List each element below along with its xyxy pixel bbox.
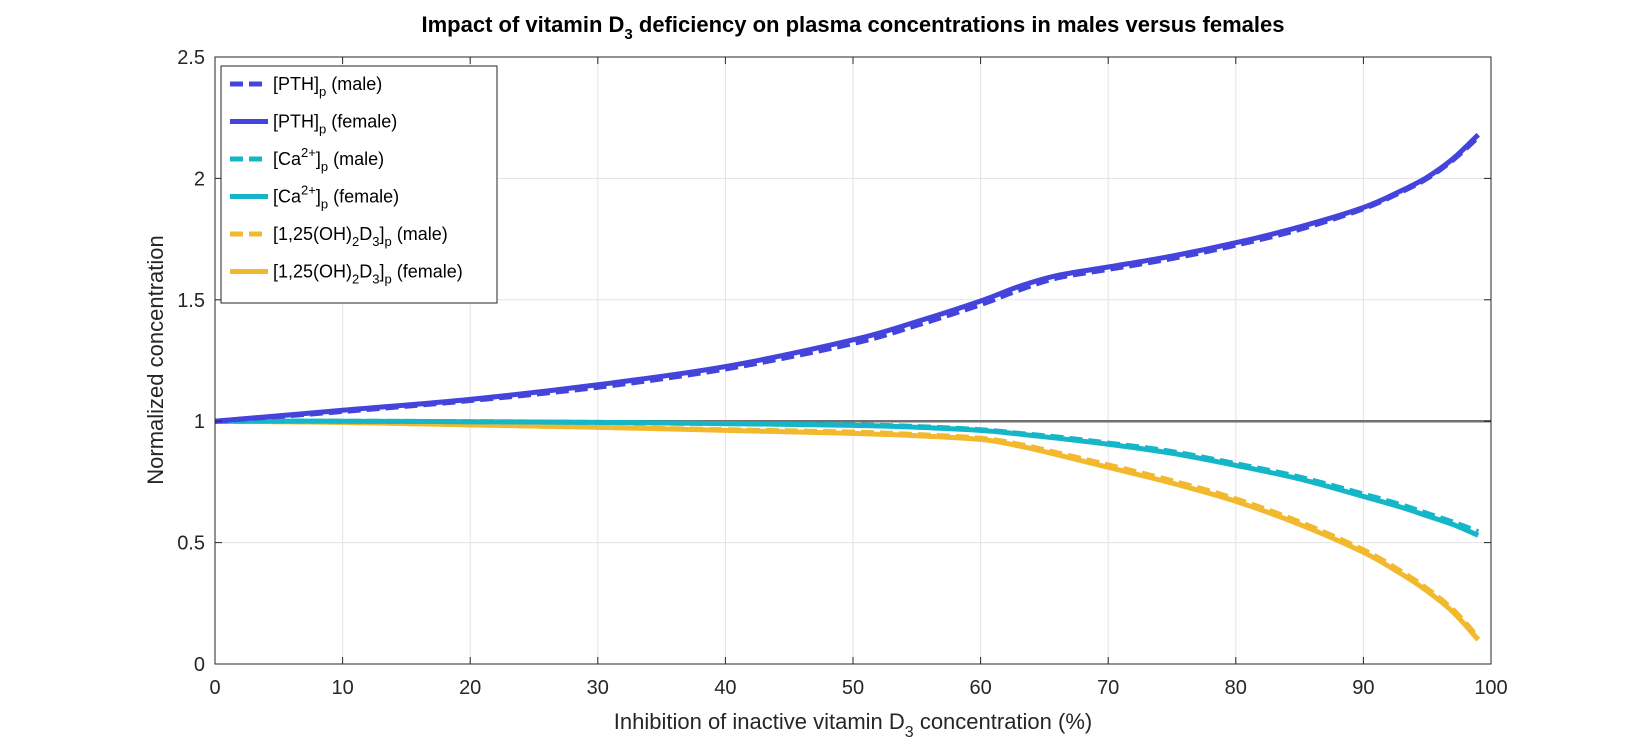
series-layer	[214, 132, 1481, 642]
series-line-0	[214, 135, 1480, 424]
y-tick-label: 0.5	[177, 533, 205, 555]
y-tick-label: 1.5	[177, 290, 205, 312]
x-tick-label: 10	[331, 677, 353, 699]
y-tick-label: 0	[194, 654, 205, 676]
legend-entry: [PTH]p (female)	[273, 112, 397, 137]
series-line-4	[214, 418, 1481, 639]
series-line-2	[214, 418, 1480, 535]
legend: [PTH]p (male) [PTH]p (female) [Ca2+]p (mal…	[220, 65, 498, 304]
x-tick-label: 50	[842, 677, 864, 699]
x-tick-label: 70	[1097, 677, 1119, 699]
x-tick-label: 0	[209, 677, 220, 699]
x-tick-label: 30	[587, 677, 609, 699]
y-tick-label: 2	[194, 168, 205, 190]
legend-box	[220, 65, 498, 304]
x-tick-label: 90	[1352, 677, 1374, 699]
y-tick-label: 1	[194, 411, 205, 433]
legend-entry: [1,25(OH)2D3]p (male)	[273, 224, 448, 249]
x-tick-label: 100	[1474, 677, 1507, 699]
x-tick-label: 80	[1225, 677, 1247, 699]
x-tick-label: 60	[969, 677, 991, 699]
x-tick-label: 20	[459, 677, 481, 699]
legend-entry: [PTH]p (male)	[273, 74, 382, 99]
chart-title: Impact of vitamin D3 deficiency on plasm…	[422, 12, 1285, 43]
legend-entry: [Ca2+]p (male)	[273, 145, 384, 174]
legend-entry: [Ca2+]p (female)	[273, 183, 399, 212]
x-ticks: 0 10 20 30 40 50 60 70 80 90 100	[209, 57, 1508, 699]
y-axis-label: Normalized concentration	[143, 235, 168, 484]
x-axis-label: Inhibition of inactive vitamin D3 concen…	[614, 709, 1092, 741]
y-tick-label: 2.5	[177, 47, 205, 69]
legend-entry: [1,25(OH)2D3]p (female)	[273, 262, 463, 287]
x-tick-label: 40	[714, 677, 736, 699]
y-ticks: 0 0.5 1 1.5 2 2.5	[177, 47, 1491, 676]
